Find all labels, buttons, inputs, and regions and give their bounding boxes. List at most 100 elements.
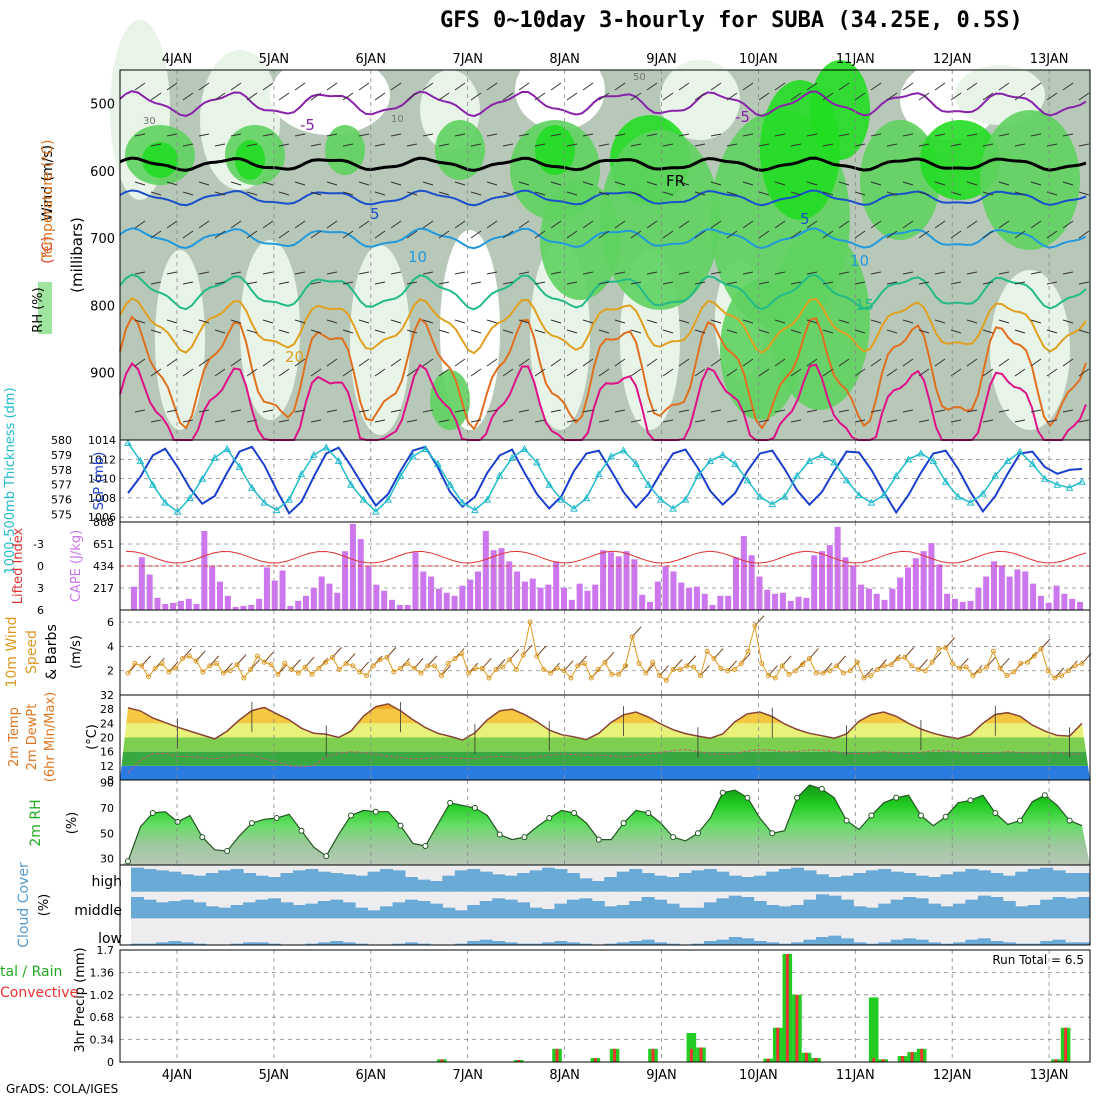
top-date-label: 6JAN: [356, 52, 387, 67]
temp-line: [127, 703, 1083, 741]
thickness-point: [173, 507, 182, 515]
slp-axis-label: SLP (mb): [92, 452, 107, 511]
wind-barb: [790, 281, 802, 285]
cape-bar: [834, 526, 841, 610]
bottom-date-label: 9JAN: [646, 1068, 677, 1083]
wind-barb: [550, 82, 562, 91]
cloud-high-bar: [828, 877, 842, 892]
cloud-low-bar: [629, 941, 643, 945]
rh-point: [670, 834, 677, 841]
wind-barb: [422, 409, 434, 413]
rh-moist-region: [142, 142, 178, 178]
wind-barb: [1046, 329, 1058, 334]
wind-barb: [486, 409, 498, 413]
cloud-middle-bar: [429, 903, 443, 919]
wind-tick: 2: [107, 665, 114, 678]
cape-bar: [889, 588, 896, 610]
wind10-point: [813, 670, 819, 676]
rh-moist-region: [435, 120, 485, 180]
wind-barb: [774, 181, 786, 186]
wind-barb: [582, 358, 594, 367]
wind-barb: [950, 143, 962, 147]
wind-barb: [966, 82, 978, 91]
precip-convective-bar: [517, 1060, 521, 1062]
wind-barb: [326, 319, 338, 324]
cloud-middle-bar: [542, 909, 555, 919]
cloud-high-bar: [903, 873, 917, 892]
thickness-point: [334, 456, 343, 464]
wind10-point: [254, 653, 260, 659]
wind-barb: [390, 82, 402, 91]
wind-barb: [934, 409, 946, 413]
wind10-point: [711, 656, 717, 662]
precip-convective-bar: [1054, 1059, 1058, 1062]
wind-barb: [438, 92, 450, 101]
cloud-high-bar: [703, 869, 717, 892]
wind10-point: [820, 670, 826, 676]
wind-barb: [582, 82, 594, 91]
wind-barb: [262, 319, 274, 324]
cloud-middle-bar: [566, 899, 580, 919]
wind-barb: [822, 191, 834, 196]
wind-barb: [518, 82, 530, 91]
cloud-high-bar: [180, 874, 194, 892]
wind10-point: [350, 663, 356, 669]
cloud-middle-bar: [778, 906, 792, 919]
wind-barb: [198, 133, 210, 137]
wind-barb: [518, 181, 530, 186]
isotherm-freezing: [119, 156, 1087, 172]
wind-barb: [694, 92, 706, 101]
wind-barb: [1078, 92, 1090, 101]
wind-barb: [710, 181, 722, 186]
cloud-high-bar: [355, 875, 369, 892]
cape-bar: [967, 600, 974, 610]
cape-bar: [154, 597, 161, 610]
thickness-point: [582, 494, 591, 502]
wind-barb: [678, 358, 690, 367]
rh-point: [769, 830, 776, 837]
wind-barb: [230, 271, 242, 275]
rh-point: [571, 809, 578, 816]
wind10-point: [752, 623, 758, 629]
wind-barb: [326, 409, 338, 413]
cloud-high-bar: [1002, 875, 1016, 892]
wind10-point: [459, 651, 465, 657]
wind-barb: [278, 230, 290, 239]
temp-band: [120, 709, 1090, 724]
precip-convective-bar: [1064, 1027, 1068, 1062]
wind10-point: [186, 653, 192, 659]
wind10-point: [1024, 659, 1030, 665]
cloud-high-bar: [977, 870, 991, 892]
wind-barb: [326, 181, 338, 186]
wind-barb: [550, 409, 562, 413]
wind-barb: [678, 220, 690, 229]
cape-bar: [428, 576, 435, 610]
rh-dry-region: [990, 270, 1070, 430]
wind-barb: [758, 419, 770, 423]
wind-barb: [486, 181, 498, 186]
li-axis-label: Lifted Index: [11, 527, 26, 604]
wind-barb: [758, 230, 770, 239]
temp-band: [120, 751, 1090, 766]
cloud-low-bar: [604, 943, 618, 945]
wind10-point: [466, 670, 472, 676]
wind-barb: [934, 358, 946, 367]
wind-barb: [1078, 143, 1090, 147]
cape-bar: [373, 584, 380, 610]
cape-axis-label: CAPE (J/kg): [69, 530, 84, 602]
top-date-label: 10JAN: [739, 52, 778, 67]
wind10-point: [1011, 669, 1017, 675]
wind-barb: [630, 368, 642, 377]
wind-barb: [374, 92, 386, 101]
wind-barb: [614, 409, 626, 413]
cape-bar: [443, 592, 450, 610]
wind-barb: [742, 181, 754, 186]
wind-barb: [262, 220, 274, 229]
cape-bar: [459, 585, 466, 610]
wind-barb: [502, 368, 514, 377]
precip-tick: 0: [107, 1056, 114, 1069]
wind-barb: [198, 220, 210, 229]
cloud-middle-bar: [155, 902, 169, 919]
wind-barb: [422, 181, 434, 186]
cloud-high-bar: [953, 871, 966, 892]
